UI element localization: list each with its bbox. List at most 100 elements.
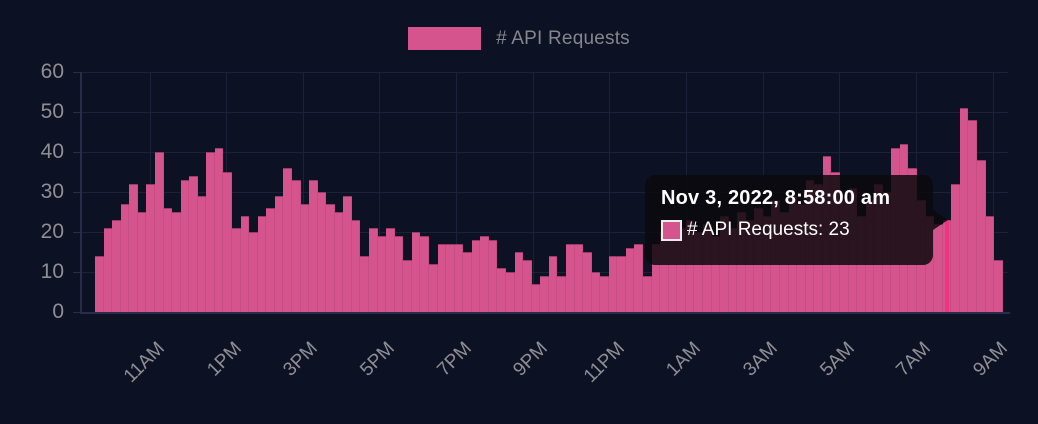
bar[interactable] bbox=[197, 196, 207, 312]
bar[interactable] bbox=[711, 236, 721, 312]
tooltip-series-swatch-icon bbox=[661, 219, 682, 241]
bar[interactable] bbox=[369, 228, 378, 312]
bar[interactable] bbox=[480, 236, 489, 312]
bar[interactable] bbox=[206, 152, 215, 312]
bar[interactable] bbox=[112, 220, 121, 312]
bar[interactable] bbox=[309, 180, 318, 312]
bar[interactable] bbox=[103, 228, 113, 312]
bar[interactable] bbox=[651, 244, 661, 312]
bar[interactable] bbox=[403, 260, 412, 312]
bar[interactable] bbox=[608, 256, 618, 312]
bar[interactable] bbox=[428, 264, 438, 312]
bar[interactable] bbox=[540, 276, 549, 312]
bar[interactable] bbox=[120, 204, 130, 312]
gridline-horizontal bbox=[80, 271, 1008, 273]
bar[interactable] bbox=[574, 244, 584, 312]
y-tick-mark bbox=[73, 111, 80, 113]
bar[interactable] bbox=[548, 256, 558, 312]
bar[interactable] bbox=[291, 180, 301, 312]
bar[interactable] bbox=[506, 272, 515, 312]
bar[interactable] bbox=[180, 180, 190, 312]
bar[interactable] bbox=[694, 232, 703, 312]
bar[interactable] bbox=[360, 256, 369, 312]
bar[interactable] bbox=[283, 168, 292, 312]
legend-label[interactable]: # API Requests bbox=[496, 27, 630, 49]
bar[interactable] bbox=[668, 240, 678, 312]
bar[interactable] bbox=[317, 192, 327, 312]
bar[interactable] bbox=[471, 240, 481, 312]
bar[interactable] bbox=[985, 216, 995, 312]
bar[interactable] bbox=[163, 208, 173, 312]
bar[interactable] bbox=[488, 240, 498, 312]
bar[interactable] bbox=[95, 256, 104, 312]
bar[interactable] bbox=[154, 152, 164, 312]
y-axis-line bbox=[80, 72, 82, 313]
bar[interactable] bbox=[240, 216, 250, 312]
bar[interactable] bbox=[951, 184, 960, 312]
bar[interactable] bbox=[702, 224, 712, 312]
bar[interactable] bbox=[745, 220, 755, 312]
bar[interactable] bbox=[274, 196, 284, 312]
bar[interactable] bbox=[343, 196, 352, 312]
bar[interactable] bbox=[634, 244, 643, 312]
bar[interactable] bbox=[172, 212, 181, 312]
bar[interactable] bbox=[677, 228, 686, 312]
bar[interactable] bbox=[531, 284, 541, 312]
bar[interactable] bbox=[934, 224, 943, 312]
bar[interactable] bbox=[266, 208, 275, 312]
y-tick-mark bbox=[73, 271, 80, 273]
bar[interactable] bbox=[565, 244, 575, 312]
bar[interactable] bbox=[497, 268, 506, 312]
chart-legend: # API Requests bbox=[0, 27, 1038, 50]
bar[interactable] bbox=[446, 244, 455, 312]
bar[interactable] bbox=[129, 184, 138, 312]
bar[interactable] bbox=[146, 184, 155, 312]
bar[interactable] bbox=[728, 228, 738, 312]
bar[interactable] bbox=[463, 252, 472, 312]
bar[interactable] bbox=[685, 220, 695, 312]
bar[interactable] bbox=[625, 248, 635, 312]
bar[interactable] bbox=[523, 260, 532, 312]
bar[interactable] bbox=[600, 276, 609, 312]
gridline-vertical bbox=[379, 72, 381, 312]
y-tick-label: 20 bbox=[40, 220, 64, 243]
bar[interactable] bbox=[189, 176, 198, 312]
bar[interactable] bbox=[454, 244, 464, 312]
bar[interactable] bbox=[959, 108, 969, 312]
bar[interactable] bbox=[351, 220, 361, 312]
bar[interactable] bbox=[257, 216, 267, 312]
bar[interactable] bbox=[377, 236, 387, 312]
bar[interactable] bbox=[334, 212, 344, 312]
bar[interactable] bbox=[137, 212, 147, 312]
gridline-vertical bbox=[609, 72, 611, 312]
bar[interactable] bbox=[232, 228, 241, 312]
bar[interactable] bbox=[925, 216, 935, 312]
bar[interactable] bbox=[591, 272, 601, 312]
bar[interactable] bbox=[617, 256, 626, 312]
bar[interactable] bbox=[660, 232, 669, 312]
legend-swatch-icon[interactable] bbox=[408, 27, 482, 50]
hovered-bar-highlight[interactable] bbox=[945, 220, 950, 312]
bar[interactable] bbox=[643, 276, 652, 312]
bar[interactable] bbox=[994, 260, 1003, 312]
bar[interactable] bbox=[386, 228, 395, 312]
bar[interactable] bbox=[437, 244, 447, 312]
bar[interactable] bbox=[420, 236, 429, 312]
bar[interactable] bbox=[394, 236, 404, 312]
bar[interactable] bbox=[968, 120, 977, 312]
bar[interactable] bbox=[514, 252, 524, 312]
y-tick-label: 0 bbox=[52, 300, 64, 323]
bar[interactable] bbox=[411, 232, 421, 312]
bar[interactable] bbox=[583, 252, 592, 312]
y-tick-mark bbox=[73, 191, 80, 193]
bar[interactable] bbox=[300, 204, 310, 312]
bar[interactable] bbox=[214, 148, 224, 312]
bar[interactable] bbox=[976, 160, 986, 312]
bar[interactable] bbox=[249, 232, 258, 312]
bar[interactable] bbox=[326, 204, 335, 312]
chart-tooltip: Nov 3, 2022, 8:58:00 am # API Requests: … bbox=[645, 175, 948, 265]
bar[interactable] bbox=[557, 276, 566, 312]
gridline-vertical bbox=[532, 72, 534, 312]
bar[interactable] bbox=[223, 172, 232, 312]
x-tick-label: 11PM bbox=[579, 338, 629, 387]
